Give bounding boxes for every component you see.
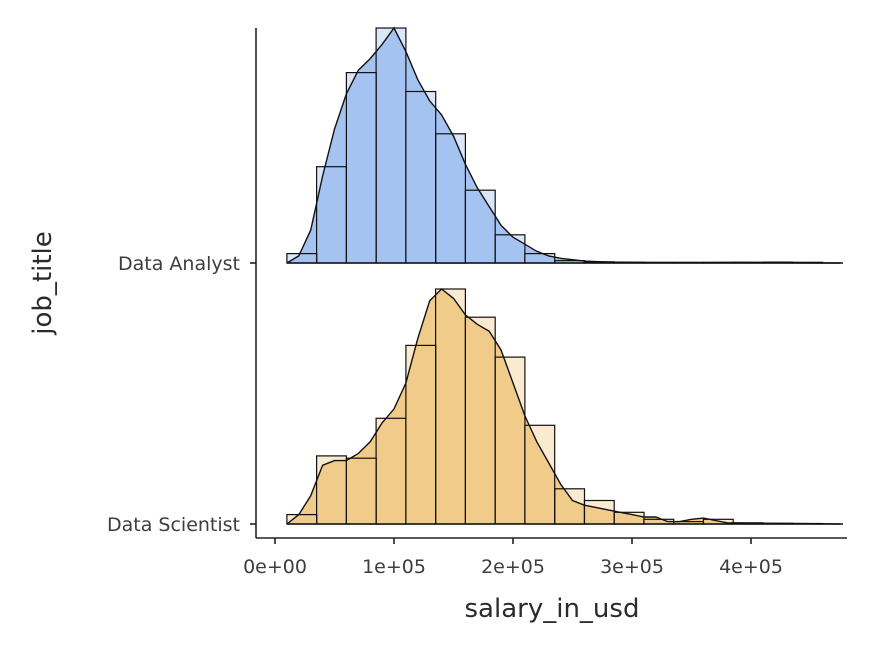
series-layer xyxy=(286,26,843,525)
x-tick-label: 2e+05 xyxy=(481,556,545,578)
axes-layer xyxy=(255,28,847,539)
density-fill-data-analyst xyxy=(286,28,841,263)
x-tick-label: 3e+05 xyxy=(600,556,664,578)
ridge-data-analyst xyxy=(286,26,843,264)
y-tick-label: Data Analyst xyxy=(118,253,240,275)
ridge-data-scientist xyxy=(286,288,843,525)
y-tick-label: Data Scientist xyxy=(107,514,240,536)
x-axis-title: salary_in_usd xyxy=(465,594,640,624)
x-tick-label: 1e+05 xyxy=(362,556,426,578)
density-fill-data-scientist xyxy=(286,289,841,524)
x-tick-label: 4e+05 xyxy=(719,556,783,578)
x-tick-label: 0e+00 xyxy=(243,556,307,578)
y-axis-title: job_title xyxy=(28,231,58,335)
density-line-data-scientist xyxy=(286,288,841,525)
